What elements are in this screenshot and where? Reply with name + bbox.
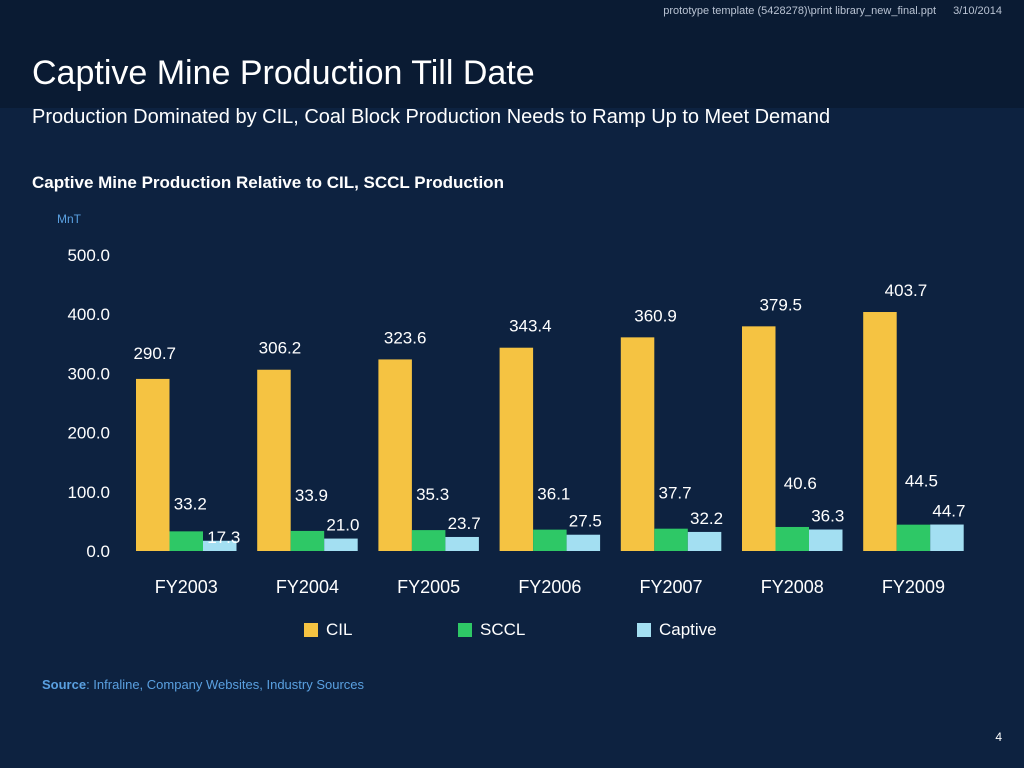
data-label: 44.5 <box>905 472 938 491</box>
data-label: 36.3 <box>811 507 844 526</box>
y-tick-label: 300.0 <box>67 364 110 383</box>
data-label: 33.9 <box>295 486 328 505</box>
y-tick-label: 0.0 <box>86 542 110 561</box>
data-label: 35.3 <box>416 485 449 504</box>
source-note: Source: Infraline, Company Websites, Ind… <box>42 677 364 692</box>
data-label: 23.7 <box>448 514 481 533</box>
page-subtitle: Production Dominated by CIL, Coal Block … <box>32 106 831 128</box>
x-tick-label: FY2009 <box>882 577 945 597</box>
x-tick-label: FY2007 <box>640 577 703 597</box>
x-tick-label: FY2003 <box>155 577 218 597</box>
data-label: 403.7 <box>885 281 928 300</box>
source-label: Source <box>42 677 87 692</box>
y-tick-label: 400.0 <box>67 305 110 324</box>
x-tick-label: FY2006 <box>518 577 581 597</box>
y-tick-label: 200.0 <box>67 424 110 443</box>
data-label: 343.4 <box>509 317 552 336</box>
page-number: 4 <box>995 730 1002 744</box>
bar-captive <box>445 536 479 551</box>
legend-item-cil: CIL <box>304 620 352 640</box>
source-text: : Infraline, Company Websites, Industry … <box>86 677 365 692</box>
data-label: 379.5 <box>759 295 802 314</box>
legend-label: SCCL <box>480 620 526 639</box>
bar-cil <box>620 337 655 551</box>
bar-cil <box>863 312 897 551</box>
bar-captive <box>809 529 843 551</box>
data-label: 33.2 <box>174 494 207 513</box>
bar-cil <box>257 369 291 551</box>
legend-item-sccl: SCCL <box>458 620 525 640</box>
legend-swatch <box>637 623 651 637</box>
legend-swatch <box>304 623 318 637</box>
data-label: 27.5 <box>569 512 602 531</box>
bar-cil <box>378 359 412 551</box>
data-label: 323.6 <box>384 328 427 347</box>
file-path: prototype template (5428278)\print libra… <box>663 5 936 17</box>
x-tick-label: FY2008 <box>761 577 824 597</box>
bar-captive <box>930 524 964 551</box>
data-label: 36.1 <box>537 485 570 504</box>
data-label: 17.3 <box>207 528 240 547</box>
bar-chart: 0.0 100.0 200.0 300.0 400.0 500.0 290.7 33.217.… <box>67 246 965 597</box>
x-tick-label: FY2005 <box>397 577 460 597</box>
bar-sccl <box>775 526 809 551</box>
data-label: 44.7 <box>932 502 965 521</box>
bar-cil <box>742 326 776 551</box>
bar-sccl <box>411 530 446 551</box>
bar-sccl <box>169 531 203 551</box>
data-label: 21.0 <box>326 516 359 535</box>
x-tick-label: FY2004 <box>276 577 339 597</box>
chart-heading: Captive Mine Production Relative to CIL,… <box>32 173 504 192</box>
y-tick-label: 100.0 <box>67 483 110 502</box>
unit-label: MnT <box>57 212 81 226</box>
legend-label: CIL <box>326 620 353 639</box>
legend-item-captive: Captive <box>637 620 717 640</box>
legend-swatch <box>458 623 472 637</box>
bar-cil <box>499 347 534 551</box>
chart-legend: CIL SCCL Captive <box>0 620 1024 644</box>
bar-sccl <box>654 528 688 551</box>
y-tick-label: 500.0 <box>67 246 110 265</box>
data-label: 37.7 <box>659 484 692 503</box>
data-label: 360.9 <box>634 306 677 325</box>
data-label: 40.6 <box>784 474 817 493</box>
file-meta: prototype template (5428278)\print libra… <box>649 5 1002 17</box>
file-date: 3/10/2014 <box>953 5 1002 17</box>
bar-sccl <box>896 524 931 551</box>
data-label: 290.7 <box>133 344 176 363</box>
bar-captive <box>566 534 601 551</box>
header-band <box>0 0 1024 108</box>
bar-captive <box>324 538 358 551</box>
data-label: 32.2 <box>690 509 723 528</box>
data-label: 306.2 <box>259 339 302 358</box>
bar-cil <box>136 378 170 551</box>
bar-sccl <box>290 530 325 551</box>
legend-label: Captive <box>659 620 717 639</box>
bar-sccl <box>533 529 567 551</box>
bar-captive <box>687 531 722 551</box>
bar-captive <box>203 540 237 551</box>
page-title: Captive Mine Production Till Date <box>32 54 535 92</box>
